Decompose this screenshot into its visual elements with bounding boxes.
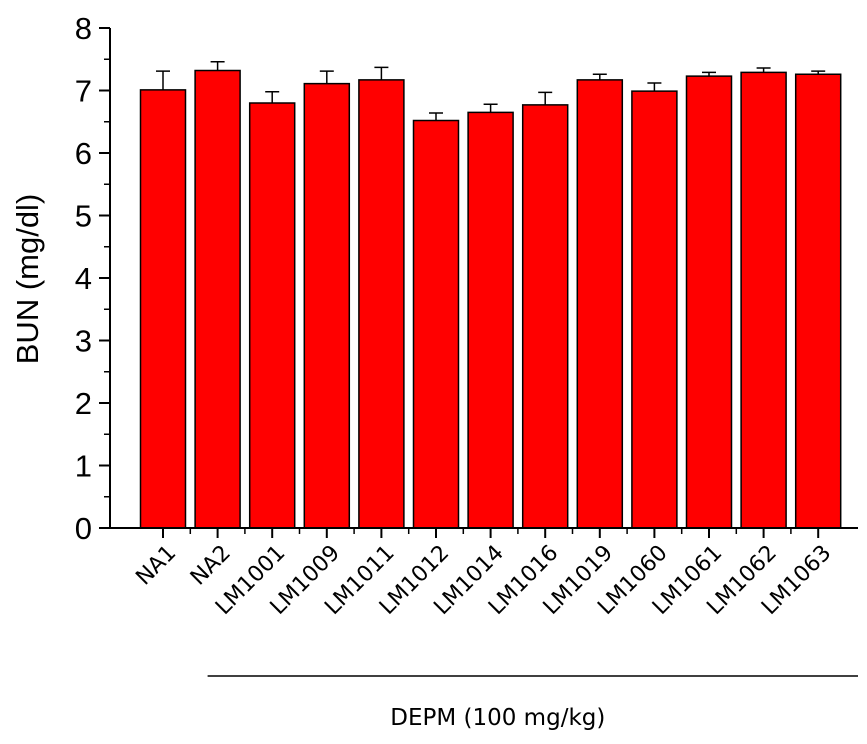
group-label: DEPM (100 mg/kg) — [390, 705, 605, 731]
bar-lm1061 — [685, 75, 733, 529]
y-tick-label: 0 — [75, 511, 92, 546]
y-tick-label: 4 — [75, 261, 92, 296]
x-tick-label: NA2 — [186, 541, 236, 591]
bar-lm1009 — [303, 82, 351, 529]
bars-layer — [139, 61, 842, 529]
y-tick-label: 1 — [75, 449, 92, 484]
y-tick-label: 2 — [75, 386, 92, 421]
x-ticks: NA1 NA2LM1001LM1009LM1011LM1012LM1014LM10… — [131, 528, 836, 620]
bar-lm1014 — [467, 111, 514, 529]
bar-na1 — [139, 89, 187, 529]
bar-lm1063 — [794, 73, 842, 529]
y-tick-label: 6 — [75, 136, 92, 171]
bar-lm1060 — [631, 90, 678, 529]
bar-na2 — [194, 69, 241, 529]
y-axis-label: BUN (mg/dl) — [10, 194, 45, 365]
y-tick-label: 3 — [75, 324, 92, 359]
bar-lm1001 — [248, 102, 296, 529]
bar-lm1012 — [412, 119, 460, 529]
bar-lm1062 — [740, 71, 787, 529]
x-tick-label: NA1 — [131, 541, 181, 591]
bar-lm1019 — [576, 79, 624, 529]
bar-lm1016 — [521, 104, 569, 529]
y-tick-label: 5 — [75, 199, 92, 234]
y-tick-label: 8 — [75, 11, 92, 46]
bar-lm1011 — [358, 79, 405, 529]
y-tick-label: 7 — [75, 74, 92, 109]
y-ticks: 0 1 2 3 4 5 6 7 8 — [75, 11, 110, 546]
